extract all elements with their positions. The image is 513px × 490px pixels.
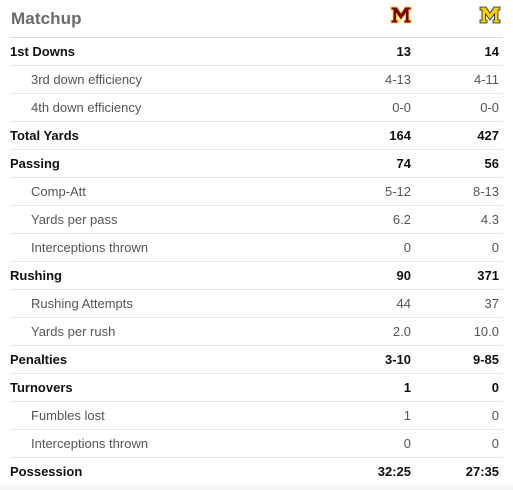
team-a-value: 6.2	[392, 212, 411, 227]
stat-label: Rushing Attempts	[31, 296, 133, 311]
stat-label: Passing	[10, 156, 60, 171]
michigan-m-logo-icon	[479, 6, 501, 24]
stat-row: 1st Downs 13 14	[10, 38, 503, 66]
matchup-header: Matchup	[10, 0, 503, 38]
team-a-value: 0	[403, 240, 411, 255]
stat-row: 4th down efficiency 0-0 0-0	[10, 94, 503, 122]
team-a-value: 164	[389, 128, 411, 143]
team-b-value: 371	[477, 268, 499, 283]
stat-row: Yards per rush 2.0 10.0	[10, 318, 503, 346]
stat-row: Passing 74 56	[10, 150, 503, 178]
team-a-value: 0-0	[392, 100, 411, 115]
team-b-value: 0-0	[480, 100, 499, 115]
team-b-value: 10.0	[473, 324, 499, 339]
matchup-title: Matchup	[11, 8, 82, 28]
stat-label: Interceptions thrown	[31, 240, 149, 255]
stat-row: Rushing Attempts 44 37	[10, 290, 503, 318]
stat-row: Comp-Att 5-12 8-13	[10, 178, 503, 206]
stats-table: 1st Downs 13 14 3rd down efficiency 4-13 4-11…	[10, 38, 503, 485]
stat-label: Possession	[10, 464, 83, 479]
team-b-value: 9-85	[472, 352, 499, 367]
team-a-value: 5-12	[384, 184, 411, 199]
team-b-value: 14	[484, 44, 499, 59]
team-a-value: 13	[396, 44, 411, 59]
team-a-value: 1	[403, 408, 411, 423]
team-b-value: 0	[491, 380, 499, 395]
team-b-value: 4-11	[473, 72, 499, 87]
team-b-value: 37	[484, 296, 499, 311]
bottom-fade	[0, 482, 513, 490]
team-b-value: 27:35	[465, 464, 499, 479]
team-b-value: 0	[491, 408, 499, 423]
stat-row: Interceptions thrown 0 0	[10, 430, 503, 458]
team-a-value: 32:25	[377, 464, 411, 479]
stat-row: 3rd down efficiency 4-13 4-11	[10, 66, 503, 94]
stat-label: Yards per pass	[31, 212, 118, 227]
team-b-value: 0	[491, 240, 499, 255]
team-a-value: 74	[396, 156, 411, 171]
stat-row: Yards per pass 6.2 4.3	[10, 206, 503, 234]
team-b-value: 4.3	[480, 212, 499, 227]
stat-row: Penalties 3-10 9-85	[10, 346, 503, 374]
team-a-value: 4-13	[384, 72, 411, 87]
stat-row: Interceptions thrown 0 0	[10, 234, 503, 262]
team-a-value: 2.0	[392, 324, 411, 339]
stat-label: Penalties	[10, 352, 68, 367]
stat-row: Turnovers 1 0	[10, 374, 503, 402]
stat-row: Possession 32:25 27:35	[10, 458, 503, 485]
stat-label: 4th down efficiency	[31, 100, 142, 115]
stat-row: Fumbles lost 1 0	[10, 402, 503, 430]
team-b-value: 0	[491, 436, 499, 451]
stat-label: Rushing	[10, 268, 62, 283]
stat-label: Turnovers	[10, 380, 73, 395]
team-a-value: 0	[403, 436, 411, 451]
stat-row: Rushing 90 371	[10, 262, 503, 290]
team-a-value: 90	[396, 268, 411, 283]
stat-label: Fumbles lost	[31, 408, 105, 423]
stat-label: Comp-Att	[31, 184, 86, 199]
minnesota-m-logo-icon	[390, 6, 412, 24]
stat-label: Total Yards	[10, 128, 79, 143]
stat-label: Yards per rush	[31, 324, 116, 339]
stat-label: 3rd down efficiency	[31, 72, 143, 87]
team-b-value: 56	[484, 156, 499, 171]
stat-row: Total Yards 164 427	[10, 122, 503, 150]
team-a-value: 1	[403, 380, 411, 395]
team-b-value: 8-13	[472, 184, 499, 199]
team-b-value: 427	[477, 128, 499, 143]
team-a-value: 3-10	[384, 352, 411, 367]
stat-label: Interceptions thrown	[31, 436, 149, 451]
stat-label: 1st Downs	[10, 44, 76, 59]
team-a-value: 44	[396, 296, 411, 311]
